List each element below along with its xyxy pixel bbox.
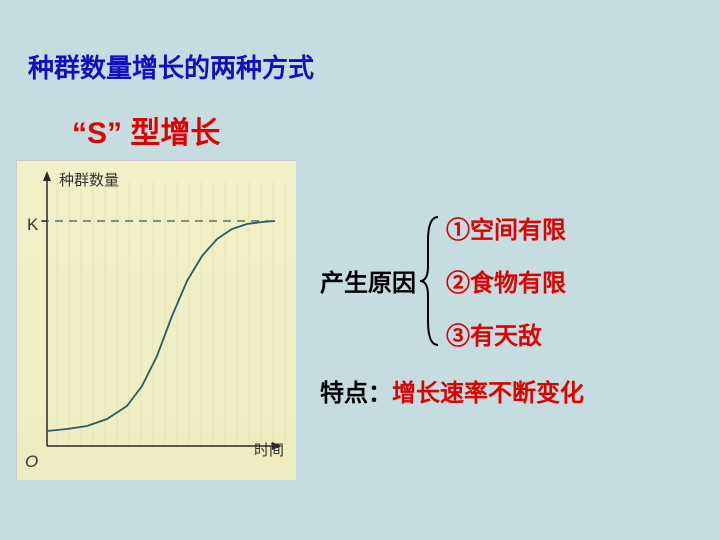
cause-item: ①空间有限 [446,210,566,245]
feature-label: 特点： [320,380,392,407]
y-axis-label: 种群数量 [59,169,119,190]
cause-label: 产生原因 [320,263,416,298]
x-axis-label: 时间 [254,439,284,460]
slide-title: 种群数量增长的两种方式 [28,48,314,85]
cause-row: 产生原因 ①空间有限 ②食物有限 ③有天敌 [320,210,700,351]
k-label: K [27,215,38,235]
brace-icon [416,211,446,351]
feature-value: 增长速率不断变化 [392,380,584,407]
cause-item: ②食物有限 [446,263,566,298]
chart-svg [17,161,297,481]
growth-chart: 种群数量 K O 时间 [16,160,296,480]
slide-subtitle: “S” 型增长 [72,108,220,152]
content-block: 产生原因 ①空间有限 ②食物有限 ③有天敌 特点：增长速率不断变化 [320,210,700,408]
cause-item: ③有天敌 [446,316,566,351]
cause-list: ①空间有限 ②食物有限 ③有天敌 [446,210,566,351]
origin-label: O [25,452,38,472]
feature-row: 特点：增长速率不断变化 [320,373,700,408]
